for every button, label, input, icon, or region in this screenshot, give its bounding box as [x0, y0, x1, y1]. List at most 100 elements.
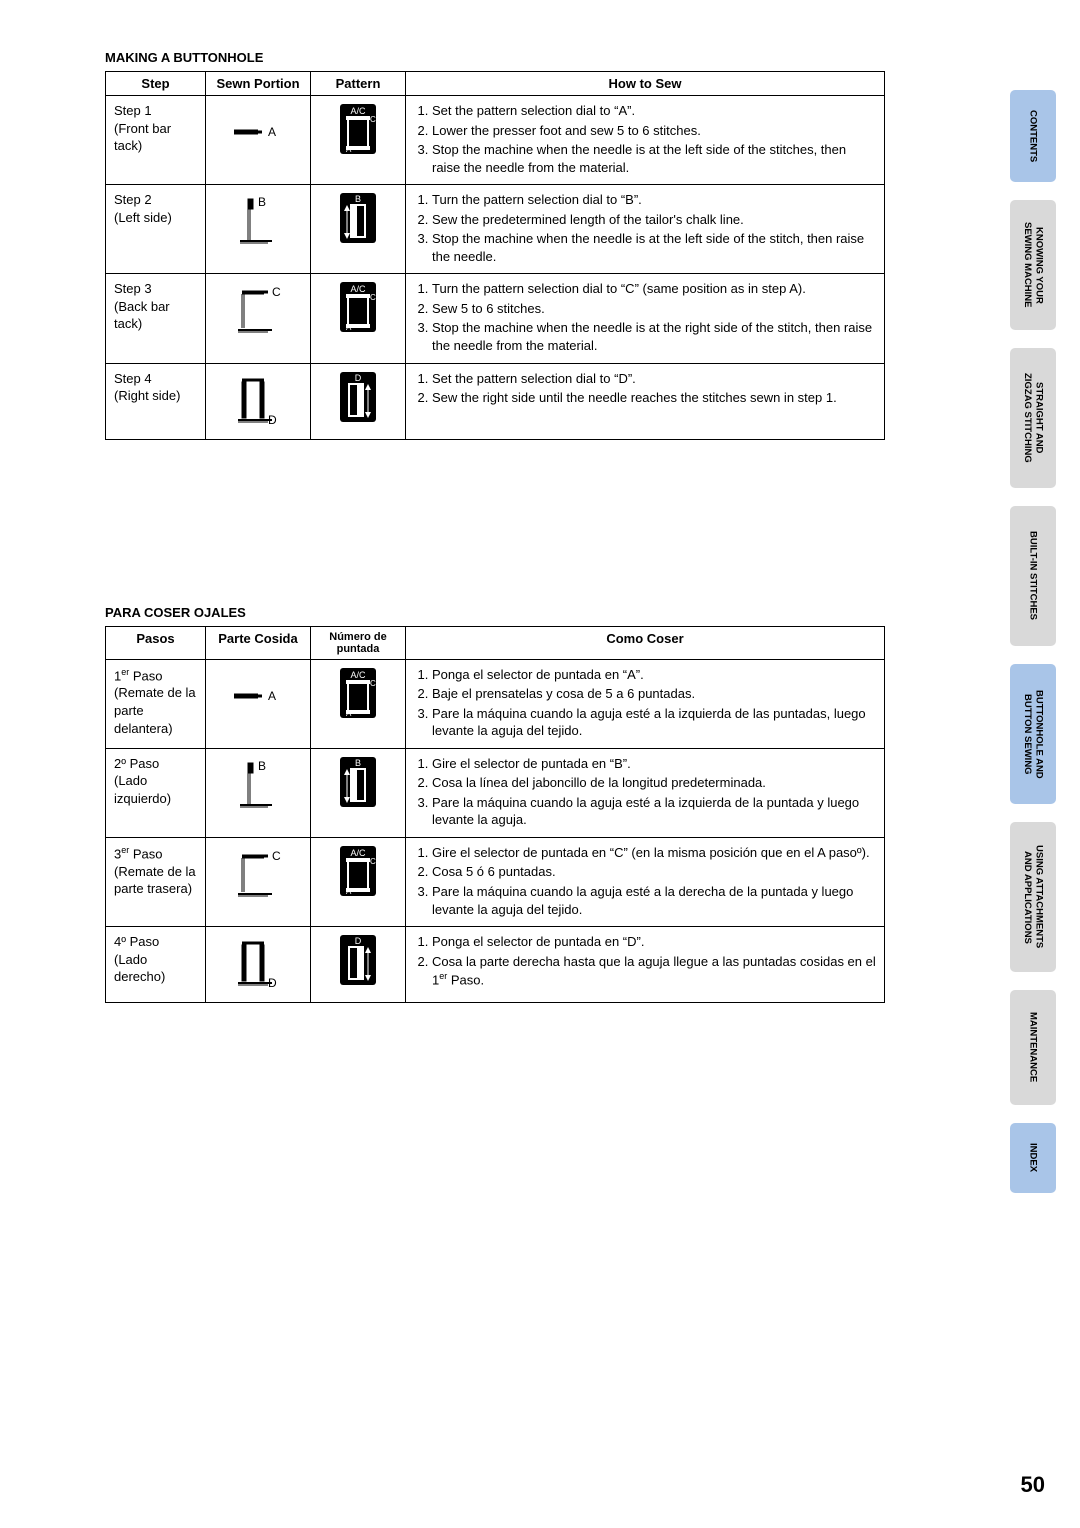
svg-text:B: B	[355, 194, 361, 204]
instruction-item: Set the pattern selection dial to “A”.	[432, 102, 876, 120]
instruction-item: Turn the pattern selection dial to “B”.	[432, 191, 876, 209]
side-tab[interactable]: USING ATTACHMENTS AND APPLICATIONS	[1010, 822, 1056, 972]
pattern-icon: A/CCA	[311, 274, 406, 363]
pattern-icon: A/CCA	[311, 837, 406, 926]
side-tab[interactable]: KNOWING YOUR SEWING MACHINE	[1010, 200, 1056, 330]
step-cell: Step 4(Right side)	[106, 363, 206, 439]
th-how: How to Sew	[406, 72, 885, 96]
instruction-item: Gire el selector de puntada en “C” (en l…	[432, 844, 876, 862]
th-numero: Número de puntada	[311, 626, 406, 659]
instruction-item: Cosa 5 ó 6 puntadas.	[432, 863, 876, 881]
side-tab-label: MAINTENANCE	[1027, 1000, 1038, 1094]
sewn-portion-icon: C	[206, 837, 311, 926]
instruction-item: Stop the machine when the needle is at t…	[432, 230, 876, 265]
como-coser-cell: Gire el selector de puntada en “B”.Cosa …	[406, 748, 885, 837]
instruction-item: Stop the machine when the needle is at t…	[432, 141, 876, 176]
svg-text:D: D	[268, 413, 277, 427]
svg-text:C: C	[370, 115, 376, 124]
svg-text:B: B	[258, 759, 266, 773]
content-area: MAKING A BUTTONHOLE Step Sewn Portion Pa…	[105, 50, 885, 1003]
step-cell: Step 1(Front bar tack)	[106, 96, 206, 185]
pattern-icon: B	[311, 185, 406, 274]
step-cell: Step 2(Left side)	[106, 185, 206, 274]
svg-text:A/C: A/C	[350, 670, 366, 680]
side-tab[interactable]: CONTENTS	[1010, 90, 1056, 182]
side-tab-label: BUILT-IN STITCHES	[1027, 519, 1038, 632]
pattern-icon: A/CCA	[311, 659, 406, 748]
svg-text:B: B	[355, 758, 361, 768]
side-tab-label: KNOWING YOUR SEWING MACHINE	[1022, 210, 1045, 320]
how-to-sew-cell: Set the pattern selection dial to “A”. Lo…	[406, 96, 885, 185]
table-english: Step Sewn Portion Pattern How to Sew Ste…	[105, 71, 885, 440]
como-coser-cell: Gire el selector de puntada en “C” (en l…	[406, 837, 885, 926]
step-cell: 4º Paso(Lado derecho)	[106, 927, 206, 1003]
svg-text:B: B	[258, 195, 266, 209]
how-to-sew-cell: Turn the pattern selection dial to “B”. S…	[406, 185, 885, 274]
section-title-en: MAKING A BUTTONHOLE	[105, 50, 885, 65]
side-tab-label: USING ATTACHMENTS AND APPLICATIONS	[1022, 833, 1045, 960]
how-to-sew-cell: Set the pattern selection dial to “D”.Se…	[406, 363, 885, 439]
side-tab-label: BUTTONHOLE AND BUTTON SEWING	[1022, 678, 1045, 791]
instruction-item: Ponga el selector de puntada en “D”.	[432, 933, 876, 951]
svg-text:A/C: A/C	[350, 106, 366, 116]
side-tab[interactable]: BUILT-IN STITCHES	[1010, 506, 1056, 646]
table-header-row: Step Sewn Portion Pattern How to Sew	[106, 72, 885, 96]
instruction-item: Lower the presser foot and sew 5 to 6 st…	[432, 122, 876, 140]
sewn-portion-icon: A	[206, 96, 311, 185]
table-row: Step 1(Front bar tack)AA/CCASet the patt…	[106, 96, 885, 185]
instruction-item: Cosa la parte derecha hasta que la aguja…	[432, 953, 876, 989]
pattern-icon: D	[311, 363, 406, 439]
th-pasos: Pasos	[106, 626, 206, 659]
sewn-portion-icon: D	[206, 927, 311, 1003]
table-row: Step 2(Left side) B B Turn the pattern sele…	[106, 185, 885, 274]
svg-text:D: D	[268, 976, 277, 990]
como-coser-cell: Ponga el selector de puntada en “D”. Cosa…	[406, 927, 885, 1003]
svg-text:C: C	[272, 285, 281, 299]
side-tab[interactable]: INDEX	[1010, 1123, 1056, 1193]
pattern-icon: D	[311, 927, 406, 1003]
th-sewn: Sewn Portion	[206, 72, 311, 96]
step-cell: 1er Paso(Remate de la parte delantera)	[106, 659, 206, 748]
svg-text:A: A	[268, 689, 276, 703]
step-cell: Step 3(Back bar tack)	[106, 274, 206, 363]
side-tab[interactable]: MAINTENANCE	[1010, 990, 1056, 1105]
svg-text:C: C	[272, 849, 281, 863]
table-row: 3er Paso(Remate de la parte trasera) C A/C…	[106, 837, 885, 926]
instruction-item: Turn the pattern selection dial to “C” (…	[432, 280, 876, 298]
page-number: 50	[1021, 1472, 1045, 1498]
svg-text:C: C	[370, 679, 376, 688]
step-cell: 3er Paso(Remate de la parte trasera)	[106, 837, 206, 926]
side-tabs: CONTENTS KNOWING YOUR SEWING MACHINE STRAI…	[1010, 90, 1060, 1211]
side-tab[interactable]: STRAIGHT AND ZIGZAG STITCHING	[1010, 348, 1056, 488]
como-coser-cell: Ponga el selector de puntada en “A”.Baje…	[406, 659, 885, 748]
instruction-item: Cosa la línea del jaboncillo de la longi…	[432, 774, 876, 792]
instruction-item: Gire el selector de puntada en “B”.	[432, 755, 876, 773]
pattern-icon: B	[311, 748, 406, 837]
side-tab-label: STRAIGHT AND ZIGZAG STITCHING	[1022, 361, 1045, 475]
table-header-row: Pasos Parte Cosida Número de puntada Com…	[106, 626, 885, 659]
sewn-portion-icon: A	[206, 659, 311, 748]
svg-text:D: D	[355, 373, 362, 383]
section-title-es: PARA COSER OJALES	[105, 605, 885, 620]
table-row: 2º Paso(Lado izquierdo) B B Gire el selecto…	[106, 748, 885, 837]
instruction-item: Set the pattern selection dial to “D”.	[432, 370, 876, 388]
svg-text:C: C	[370, 293, 376, 302]
instruction-item: Sew the predetermined length of the tail…	[432, 211, 876, 229]
th-step: Step	[106, 72, 206, 96]
step-cell: 2º Paso(Lado izquierdo)	[106, 748, 206, 837]
th-pattern: Pattern	[311, 72, 406, 96]
sewn-portion-icon: D	[206, 363, 311, 439]
instruction-item: Ponga el selector de puntada en “A”.	[432, 666, 876, 684]
instruction-item: Stop the machine when the needle is at t…	[432, 319, 876, 354]
side-tab-label: INDEX	[1027, 1131, 1038, 1184]
table-row: 4º Paso(Lado derecho) D D Ponga el selector…	[106, 927, 885, 1003]
svg-text:D: D	[355, 936, 362, 946]
instruction-item: Baje el prensatelas y cosa de 5 a 6 punt…	[432, 685, 876, 703]
side-tab[interactable]: BUTTONHOLE AND BUTTON SEWING	[1010, 664, 1056, 804]
side-tab-label: CONTENTS	[1027, 98, 1038, 174]
svg-text:A: A	[268, 125, 276, 139]
sewn-portion-icon: B	[206, 185, 311, 274]
table-row: 1er Paso(Remate de la parte delantera) A A…	[106, 659, 885, 748]
th-como: Como Coser	[406, 626, 885, 659]
instruction-item: Pare la máquina cuando la aguja esté a l…	[432, 883, 876, 918]
